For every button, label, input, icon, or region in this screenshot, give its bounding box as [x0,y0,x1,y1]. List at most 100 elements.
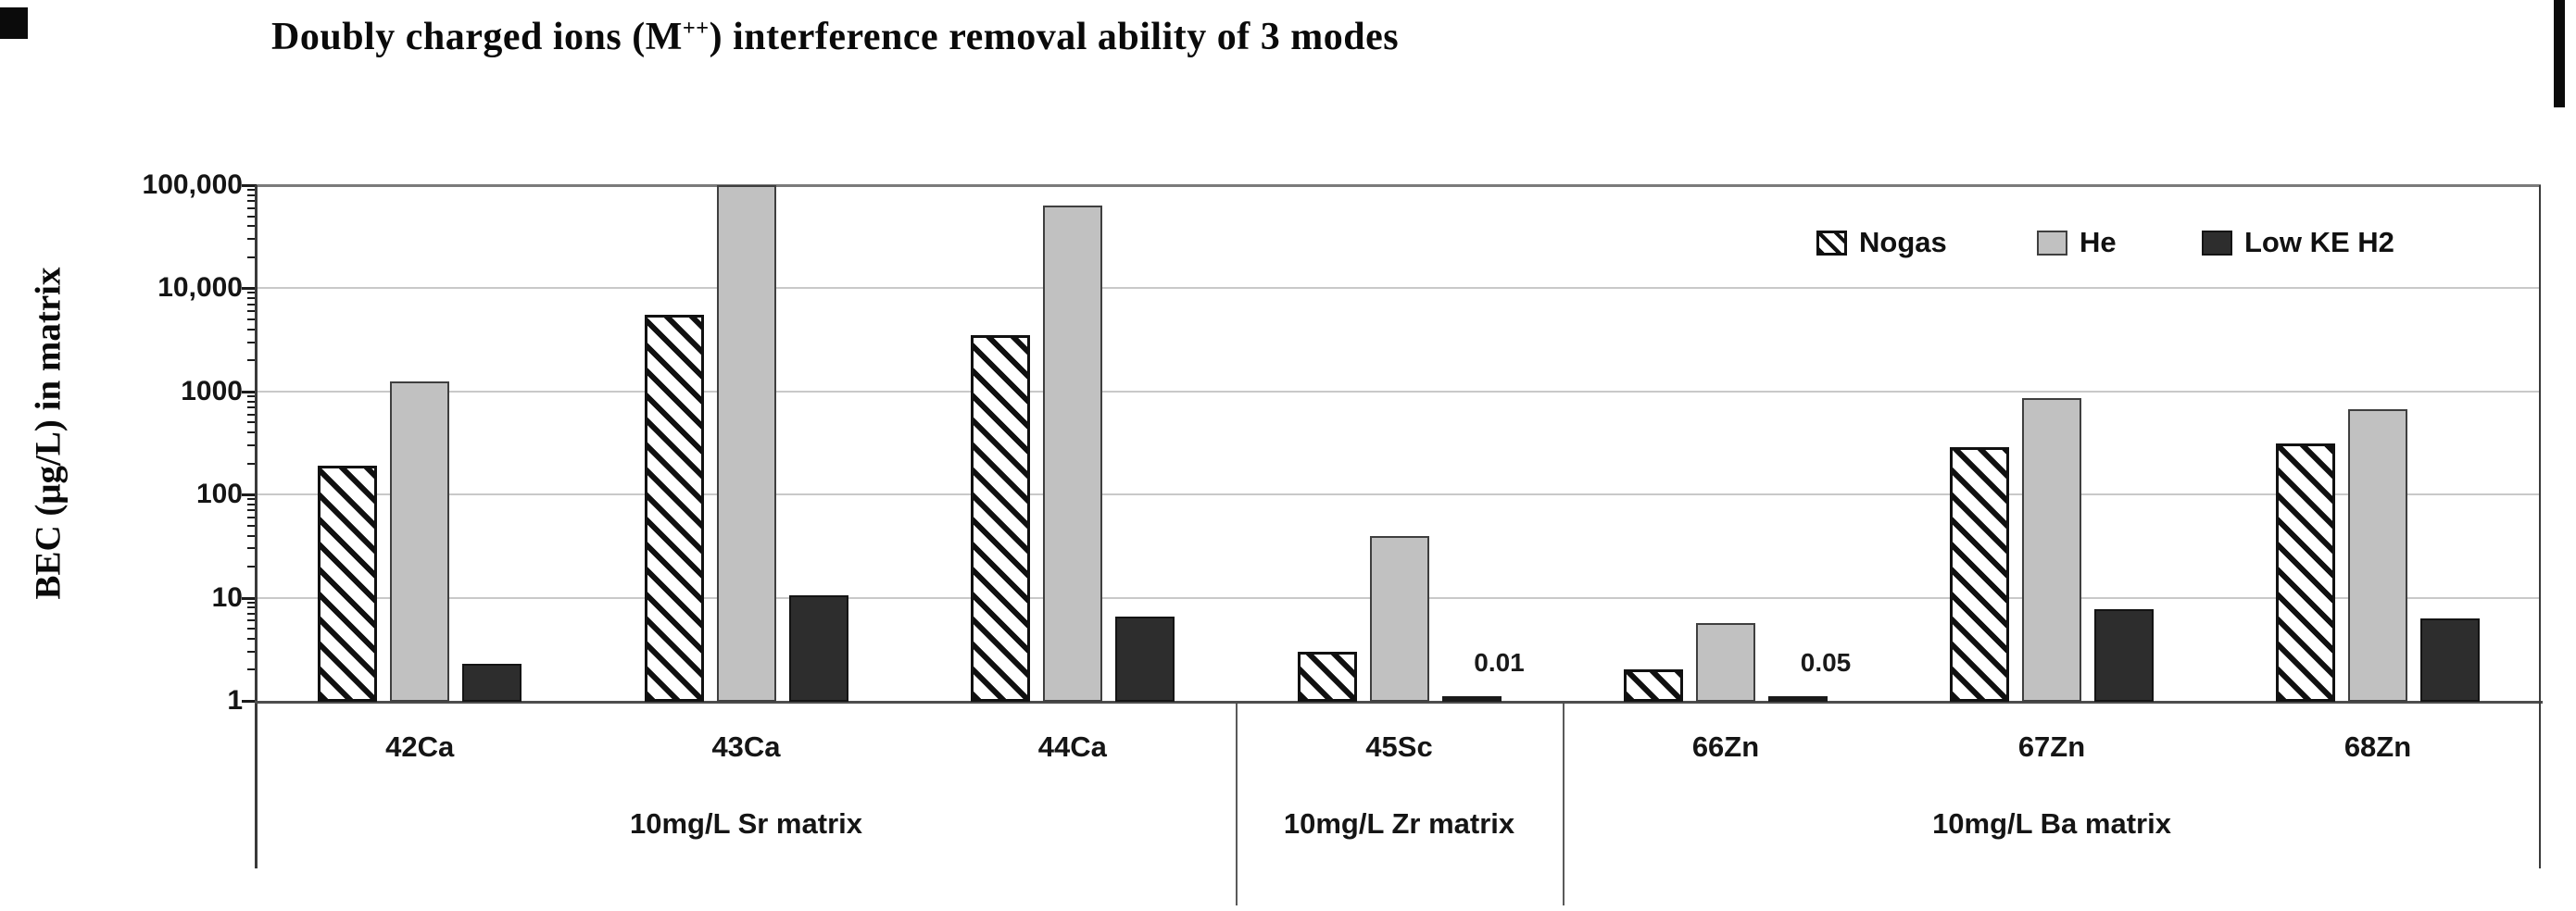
y-minor-tick [247,431,257,434]
gridline-1000 [257,390,2541,393]
group-divider-2 [1563,704,1564,905]
legend-label: He [2080,226,2117,258]
y-minor-tick [247,503,257,505]
bar-66Zn-Low-KE-H2 [1768,696,1828,702]
x-axis-line [255,701,2543,704]
plot-right-border [2539,185,2541,868]
y-minor-tick [247,612,257,615]
bar-68Zn-Nogas [2276,443,2335,702]
y-major-tick [242,493,257,497]
bar-67Zn-Low-KE-H2 [2094,608,2154,702]
bar-44Ca-Low-KE-H2 [1114,617,1175,702]
bar-42Ca-Low-KE-H2 [462,663,522,702]
y-minor-tick [247,394,257,397]
x-category-label-43Ca: 43Ca [711,730,781,763]
matrix-group-label-2: 10mg/L Zr matrix [1283,807,1515,840]
legend-swatch-dark-icon [2202,230,2232,256]
y-minor-tick [247,200,257,203]
scan-artifact-top-left [0,7,28,39]
matrix-group-label-1: 10mg/L Sr matrix [630,807,862,840]
bar-44Ca-Nogas [970,335,1030,702]
group-divider-1 [1236,704,1238,905]
y-minor-tick [247,318,257,320]
annotation-0.01: 0.01 [1474,648,1525,677]
y-minor-tick [247,547,257,550]
bar-66Zn-He [1696,622,1755,702]
y-major-tick [242,184,257,187]
bar-43Ca-He [716,185,776,702]
y-minor-tick [247,509,257,512]
y-minor-tick [247,341,257,343]
y-major-tick [242,596,257,600]
y-minor-tick [247,516,257,518]
bar-42Ca-He [390,381,450,702]
y-minor-tick [247,238,257,241]
gridline-10000 [257,287,2541,290]
bar-67Zn-He [2022,398,2081,702]
y-minor-tick [247,498,257,501]
bar-68Zn-Low-KE-H2 [2420,618,2480,702]
x-category-label-45Sc: 45Sc [1365,730,1433,763]
y-tick-label-10: 10 [211,581,243,613]
y-tick-label-100000: 100,000 [142,169,243,200]
y-minor-tick [247,668,257,671]
y-minor-tick [247,566,257,568]
y-minor-tick [247,303,257,306]
y-minor-tick [247,359,257,362]
bar-45Sc-He [1369,535,1429,702]
bar-45Sc-Low-KE-H2 [1441,696,1502,702]
y-minor-tick [247,206,257,209]
x-category-label-68Zn: 68Zn [2344,730,2412,763]
y-major-tick [242,287,257,291]
y-minor-tick [247,193,257,196]
y-minor-tick [247,444,257,447]
bar-44Ca-He [1042,205,1102,702]
y-minor-tick [247,619,257,622]
scan-artifact-top-right [2554,0,2565,107]
bar-43Ca-Low-KE-H2 [788,595,848,702]
legend-swatch-light-gray-icon [2037,230,2067,256]
legend-label: Nogas [1859,226,1947,258]
y-minor-tick [247,189,257,192]
y-minor-tick [247,637,257,640]
plot-top-border [257,184,2541,187]
legend-label: Low KE H2 [2244,226,2394,258]
x-category-label-42Ca: 42Ca [385,730,455,763]
annotation-0.05: 0.05 [1800,648,1852,677]
legend-swatch-hatched-icon [1816,230,1847,256]
y-minor-tick [247,650,257,653]
bar-43Ca-Nogas [644,315,704,702]
y-minor-tick [247,400,257,403]
y-tick-label-1000: 1000 [181,375,243,406]
y-minor-tick [247,225,257,228]
y-minor-tick [247,256,257,258]
bar-67Zn-Nogas [1950,446,2009,702]
chart-title: Doubly charged ions (M++) interference r… [271,15,1772,70]
y-major-tick [242,390,257,393]
y-minor-tick [247,292,257,294]
y-minor-tick [247,628,257,630]
bar-42Ca-Nogas [318,466,378,702]
y-minor-tick [247,413,257,416]
gridline-100 [257,493,2541,496]
y-minor-tick [247,297,257,300]
y-minor-tick [247,462,257,465]
y-minor-tick [247,406,257,409]
y-minor-tick [247,421,257,424]
bar-66Zn-Nogas [1624,669,1683,702]
legend-item-He: He [2037,228,2117,257]
y-axis-line [255,185,258,868]
matrix-group-label-3: 10mg/L Ba matrix [1932,807,2171,840]
y-minor-tick [247,606,257,609]
y-minor-tick [247,534,257,537]
y-minor-tick [247,328,257,331]
x-category-label-66Zn: 66Zn [1691,730,1760,763]
y-tick-label-1: 1 [227,685,243,716]
y-minor-tick [247,524,257,527]
legend-item-Nogas: Nogas [1816,228,1947,257]
bar-45Sc-Nogas [1297,651,1357,702]
x-category-label-67Zn: 67Zn [2017,730,2086,763]
legend-item-Low-KE-H2: Low KE H2 [2202,228,2394,257]
x-category-label-44Ca: 44Ca [1037,730,1107,763]
